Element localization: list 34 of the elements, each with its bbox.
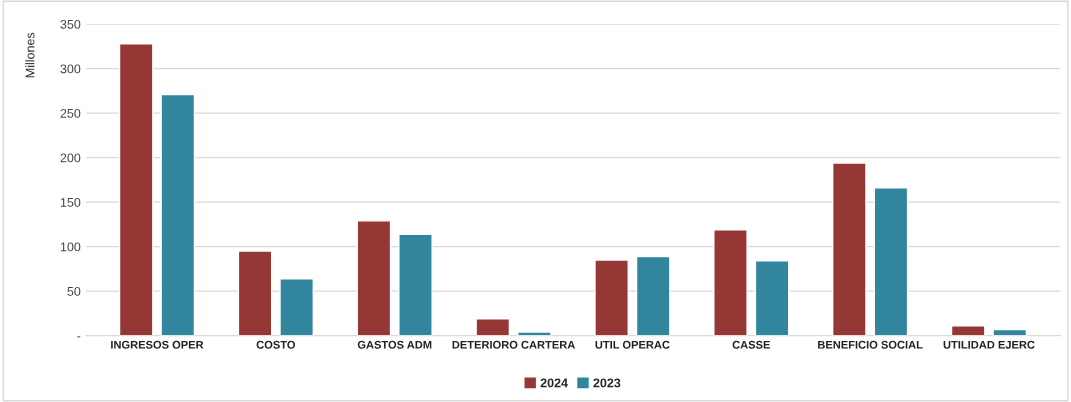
x-tick-label: GASTOS ADM: [357, 340, 432, 349]
bar: [950, 325, 986, 336]
y-tick-label: -: [77, 336, 81, 338]
bar: [279, 278, 314, 336]
x-tick-label: DETERIORO CARTERA: [452, 340, 575, 349]
bar: [237, 250, 273, 336]
y-tick-label: 50: [67, 286, 81, 296]
y-axis-title: Millones: [25, 32, 35, 78]
bar: [831, 162, 867, 336]
bar: [754, 260, 790, 336]
y-tick-label: 200: [60, 153, 81, 163]
x-tick-label: UTILIDAD EJERC: [943, 340, 1035, 349]
x-tick-label: INGRESOS OPER: [111, 340, 204, 349]
bar: [873, 187, 909, 336]
x-tick-label: COSTO: [256, 340, 296, 349]
x-tick-label: BENEFICIO SOCIAL: [818, 340, 923, 349]
y-tick-label: 300: [60, 64, 81, 74]
bar: [713, 229, 748, 336]
x-tick-label: CASSE: [732, 340, 770, 349]
y-tick-label: 350: [60, 19, 81, 29]
bar: [635, 255, 671, 336]
bar: [160, 93, 196, 336]
bar: [475, 318, 511, 336]
y-tick-label: 250: [60, 108, 81, 118]
y-tick-label: 150: [60, 197, 81, 207]
bar: [398, 233, 433, 336]
bar: [594, 259, 629, 336]
legend-label: 2024: [540, 378, 568, 388]
bar: [356, 220, 392, 336]
x-tick-label: UTIL OPERAC: [595, 340, 670, 349]
y-tick-label: 100: [60, 242, 81, 252]
legend-label: 2023: [593, 378, 621, 388]
bar: [517, 331, 552, 336]
bar: [118, 43, 154, 336]
